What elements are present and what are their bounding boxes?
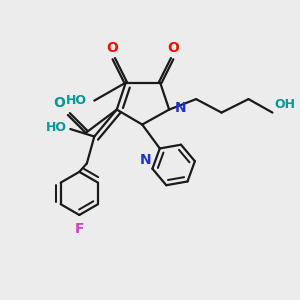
Text: O: O (167, 41, 179, 55)
Text: F: F (75, 222, 84, 236)
Text: O: O (106, 41, 118, 55)
Text: N: N (175, 101, 186, 115)
Text: HO: HO (46, 121, 68, 134)
Text: N: N (139, 153, 151, 167)
Text: O: O (53, 97, 65, 110)
Text: OH: OH (274, 98, 295, 111)
Text: HO: HO (66, 94, 87, 107)
